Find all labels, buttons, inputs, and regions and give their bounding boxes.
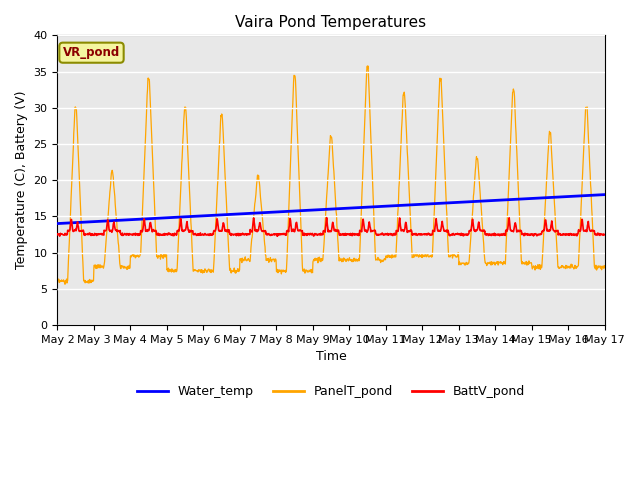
Text: VR_pond: VR_pond [63, 46, 120, 59]
Legend: Water_temp, PanelT_pond, BattV_pond: Water_temp, PanelT_pond, BattV_pond [132, 380, 531, 403]
X-axis label: Time: Time [316, 350, 346, 363]
Title: Vaira Pond Temperatures: Vaira Pond Temperatures [236, 15, 427, 30]
Y-axis label: Temperature (C), Battery (V): Temperature (C), Battery (V) [15, 91, 28, 269]
